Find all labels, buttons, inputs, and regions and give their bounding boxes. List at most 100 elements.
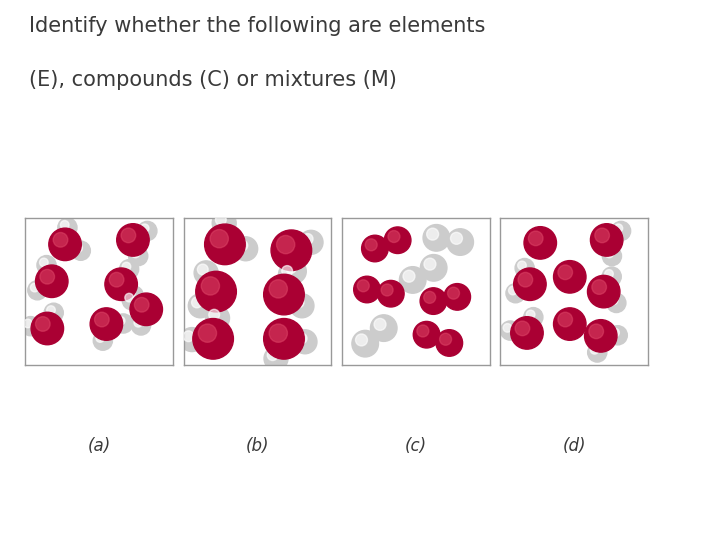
Circle shape (436, 330, 462, 356)
Circle shape (595, 228, 609, 242)
Circle shape (602, 267, 621, 286)
Circle shape (47, 306, 55, 314)
Circle shape (58, 218, 77, 237)
Circle shape (121, 228, 135, 242)
Circle shape (193, 319, 233, 359)
Circle shape (60, 220, 69, 229)
Circle shape (558, 312, 572, 327)
Circle shape (384, 227, 411, 253)
Circle shape (371, 315, 397, 341)
Circle shape (427, 228, 438, 240)
Circle shape (210, 230, 228, 248)
Circle shape (130, 293, 163, 326)
Circle shape (515, 259, 534, 278)
Circle shape (122, 262, 131, 271)
Circle shape (131, 249, 140, 258)
Circle shape (352, 330, 379, 357)
Circle shape (71, 241, 91, 260)
Circle shape (40, 269, 55, 284)
Circle shape (554, 308, 586, 340)
Circle shape (588, 343, 607, 362)
Circle shape (590, 346, 599, 354)
Circle shape (611, 328, 619, 337)
Circle shape (605, 269, 613, 278)
Circle shape (44, 303, 63, 322)
Circle shape (35, 265, 68, 298)
Circle shape (37, 255, 56, 275)
Circle shape (608, 326, 627, 345)
Circle shape (611, 221, 631, 240)
Circle shape (279, 262, 302, 286)
Circle shape (21, 316, 40, 336)
Circle shape (198, 324, 217, 342)
Circle shape (197, 264, 208, 275)
Circle shape (500, 321, 520, 340)
Circle shape (271, 230, 312, 271)
Circle shape (524, 227, 557, 259)
Circle shape (120, 260, 139, 279)
Circle shape (448, 287, 459, 299)
Circle shape (444, 284, 471, 310)
Circle shape (196, 271, 236, 312)
Circle shape (140, 224, 149, 233)
Circle shape (212, 211, 236, 235)
Circle shape (73, 244, 82, 252)
Circle shape (603, 246, 621, 266)
Circle shape (354, 276, 380, 303)
Text: (E), compounds (C) or mixtures (M): (E), compounds (C) or mixtures (M) (29, 70, 397, 90)
Circle shape (269, 280, 287, 298)
Circle shape (614, 224, 623, 233)
Circle shape (109, 272, 124, 287)
Circle shape (589, 324, 603, 339)
Circle shape (523, 308, 543, 327)
Circle shape (526, 310, 535, 319)
Circle shape (503, 323, 512, 332)
Circle shape (30, 284, 39, 292)
Circle shape (585, 320, 617, 352)
Circle shape (134, 319, 143, 327)
Circle shape (296, 333, 307, 344)
Circle shape (361, 235, 388, 262)
Circle shape (286, 262, 297, 273)
Circle shape (282, 259, 306, 284)
Circle shape (264, 319, 305, 359)
Circle shape (264, 347, 288, 370)
Circle shape (117, 224, 149, 256)
Circle shape (31, 312, 63, 345)
Circle shape (28, 281, 47, 300)
Circle shape (607, 293, 626, 313)
Circle shape (282, 266, 292, 276)
Circle shape (202, 277, 220, 295)
Circle shape (293, 297, 304, 308)
Circle shape (90, 308, 122, 340)
Circle shape (377, 280, 404, 307)
Circle shape (528, 231, 543, 246)
Text: (c): (c) (405, 437, 427, 455)
Circle shape (381, 284, 393, 296)
Circle shape (234, 237, 258, 261)
Text: (a): (a) (87, 437, 111, 455)
Circle shape (290, 294, 314, 318)
Circle shape (423, 225, 449, 251)
Circle shape (215, 214, 226, 225)
Circle shape (267, 350, 278, 361)
Circle shape (440, 333, 451, 345)
Circle shape (357, 280, 369, 292)
Circle shape (420, 254, 447, 281)
Circle shape (417, 325, 429, 337)
Circle shape (125, 293, 133, 302)
Circle shape (413, 321, 440, 348)
Circle shape (276, 235, 294, 254)
Circle shape (237, 240, 248, 251)
Circle shape (40, 258, 48, 267)
Circle shape (423, 292, 436, 303)
Circle shape (356, 334, 367, 346)
Circle shape (105, 268, 138, 300)
Circle shape (264, 274, 305, 315)
Circle shape (24, 319, 32, 328)
Circle shape (588, 275, 620, 308)
Circle shape (420, 288, 446, 314)
Circle shape (53, 233, 68, 247)
Circle shape (114, 314, 133, 333)
Circle shape (117, 316, 125, 325)
